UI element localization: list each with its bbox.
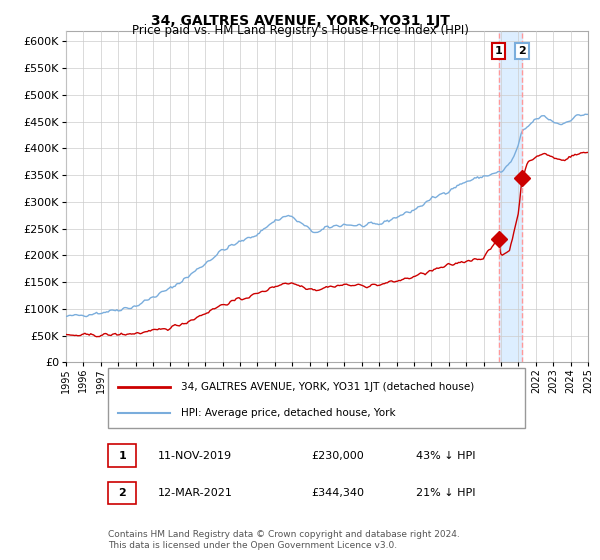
Text: 34, GALTRES AVENUE, YORK, YO31 1JT: 34, GALTRES AVENUE, YORK, YO31 1JT bbox=[151, 14, 449, 28]
Text: 34, GALTRES AVENUE, YORK, YO31 1JT (detached house): 34, GALTRES AVENUE, YORK, YO31 1JT (deta… bbox=[181, 381, 474, 391]
Text: £230,000: £230,000 bbox=[311, 451, 364, 460]
Text: HPI: Average price, detached house, York: HPI: Average price, detached house, York bbox=[181, 408, 395, 418]
Text: Contains HM Land Registry data © Crown copyright and database right 2024.
This d: Contains HM Land Registry data © Crown c… bbox=[108, 530, 460, 549]
Text: 12-MAR-2021: 12-MAR-2021 bbox=[157, 488, 232, 498]
Text: 2: 2 bbox=[518, 46, 526, 56]
Text: 1: 1 bbox=[118, 451, 126, 460]
FancyBboxPatch shape bbox=[108, 445, 136, 466]
Text: 43% ↓ HPI: 43% ↓ HPI bbox=[416, 451, 475, 460]
Text: £344,340: £344,340 bbox=[311, 488, 364, 498]
Text: 1: 1 bbox=[495, 46, 503, 56]
Text: 11-NOV-2019: 11-NOV-2019 bbox=[157, 451, 232, 460]
FancyBboxPatch shape bbox=[108, 482, 136, 504]
Text: Price paid vs. HM Land Registry's House Price Index (HPI): Price paid vs. HM Land Registry's House … bbox=[131, 24, 469, 37]
Text: 21% ↓ HPI: 21% ↓ HPI bbox=[416, 488, 475, 498]
Bar bbox=[499, 31, 522, 362]
Text: 2: 2 bbox=[118, 488, 126, 498]
FancyBboxPatch shape bbox=[108, 368, 526, 428]
